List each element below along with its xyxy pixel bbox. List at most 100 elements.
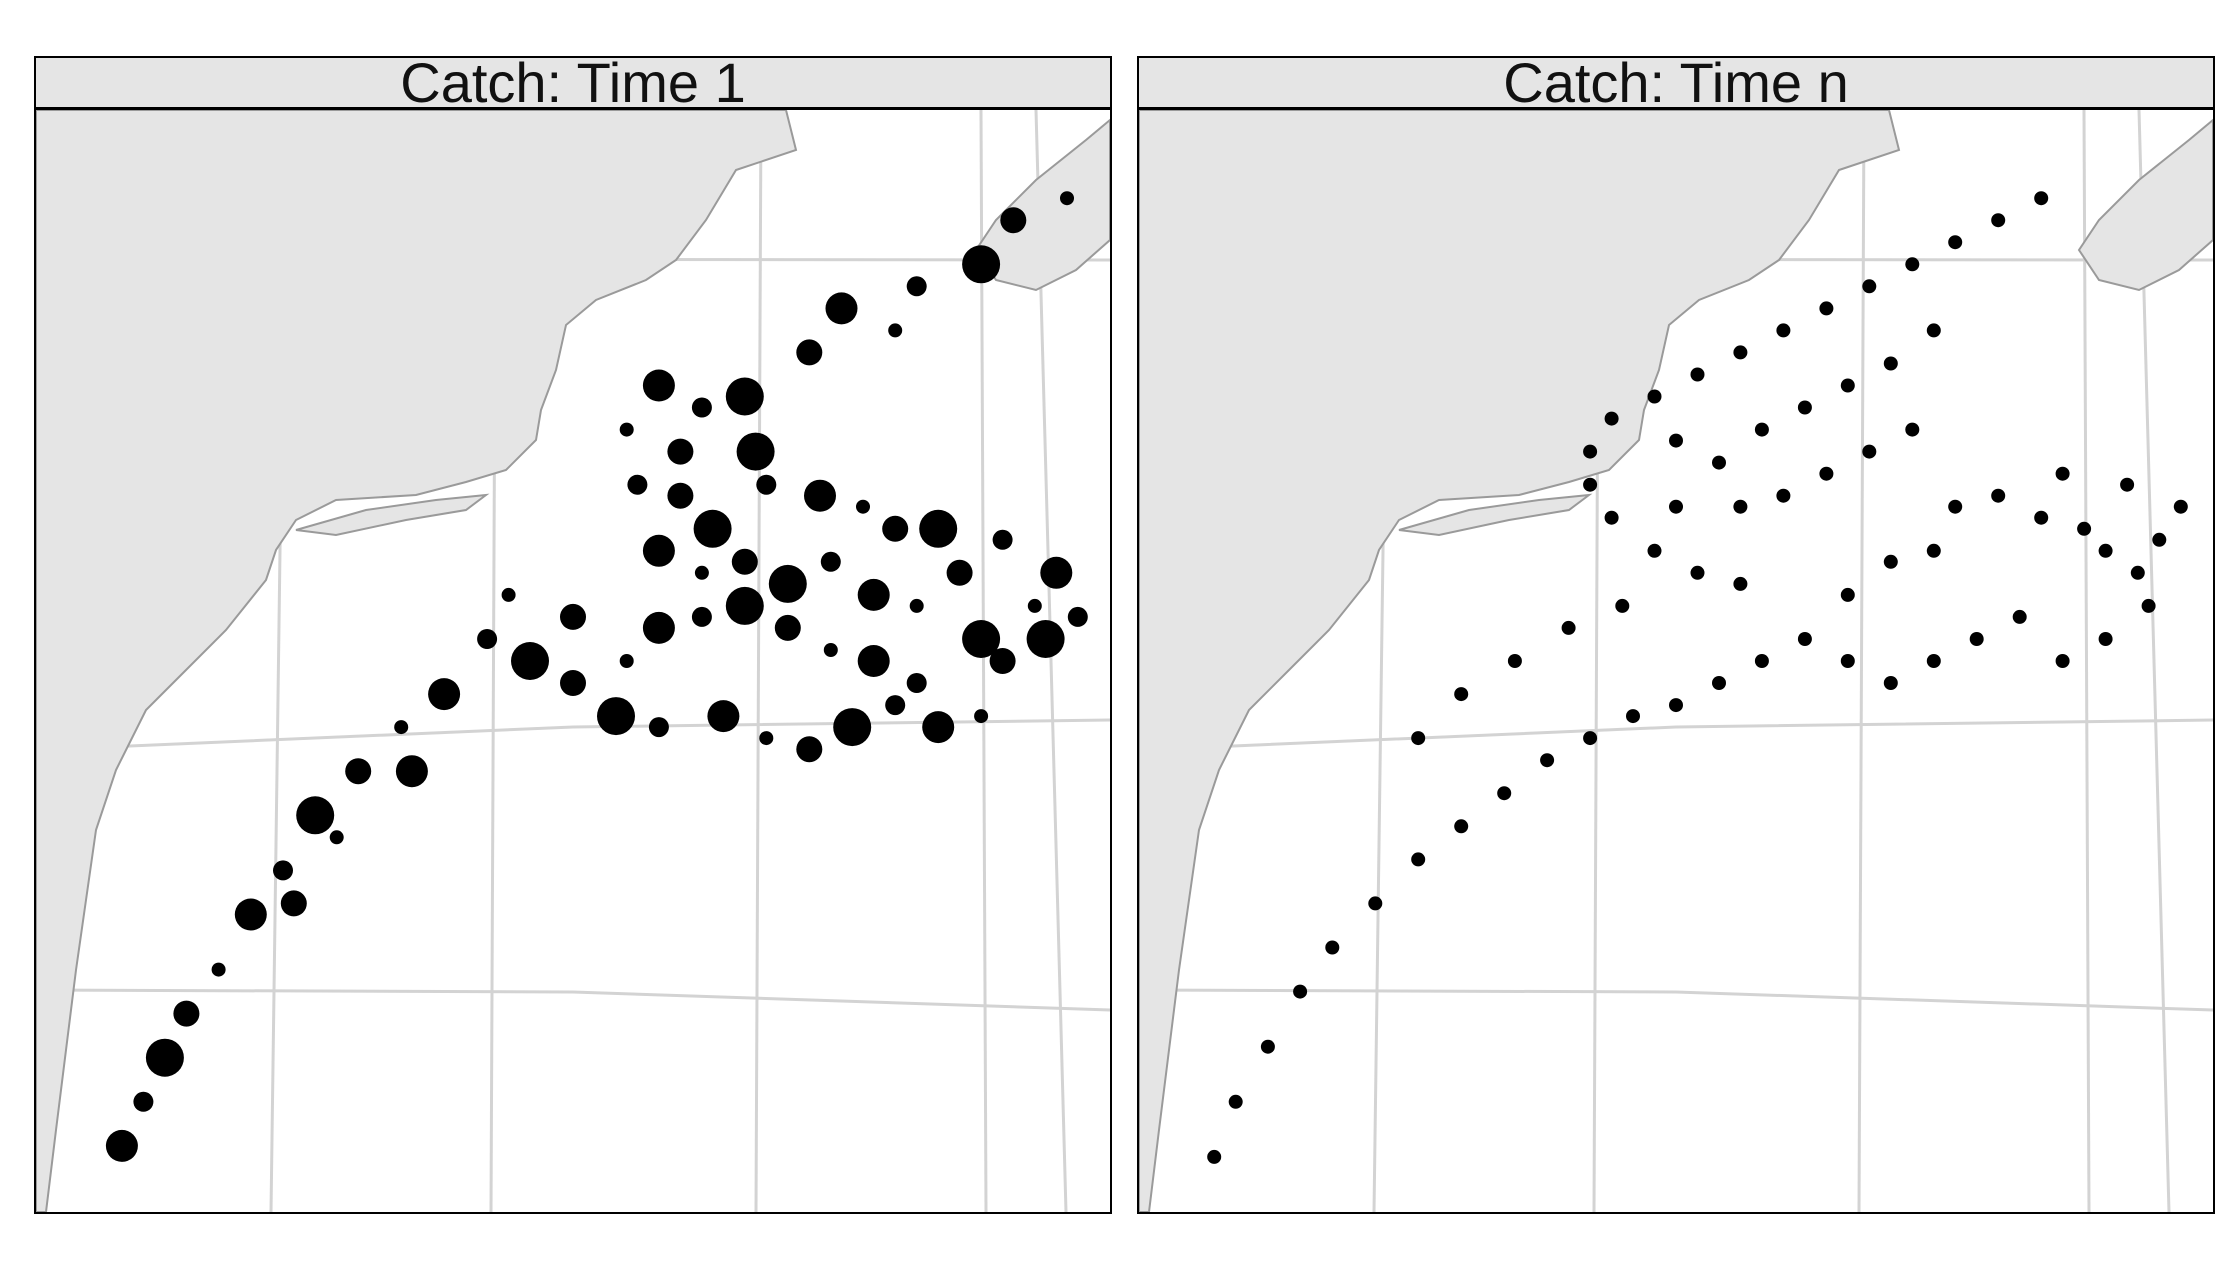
catch-point <box>1669 698 1683 713</box>
catch-point <box>1647 543 1662 558</box>
catch-point <box>1669 499 1683 514</box>
map-time-1 <box>36 110 1110 1212</box>
graticule-meridian <box>2082 110 2091 1212</box>
catch-point <box>667 482 694 509</box>
land-long-island <box>1398 493 1593 537</box>
catch-point <box>694 565 709 580</box>
catch-point <box>2034 510 2049 525</box>
catch-point <box>857 578 890 611</box>
catch-points <box>105 191 1088 1162</box>
catch-point <box>1690 367 1705 382</box>
catch-point <box>627 474 648 495</box>
catch-point <box>1260 1039 1275 1054</box>
catch-point <box>345 758 372 785</box>
catch-point <box>756 474 777 495</box>
catch-point <box>1840 587 1855 602</box>
catch-point <box>992 529 1013 550</box>
map-svg-time-1 <box>36 110 1110 1212</box>
graticule <box>36 110 1110 1212</box>
catch-point <box>1776 323 1791 338</box>
catch-point <box>796 736 823 763</box>
catch-point <box>560 603 586 630</box>
catch-point <box>804 479 836 512</box>
catch-point <box>2130 565 2145 580</box>
map-time-n <box>1139 110 2213 1212</box>
catch-point <box>1604 510 1619 525</box>
catch-point <box>1840 654 1855 668</box>
catch-point <box>823 643 838 657</box>
catch-point <box>1733 345 1748 360</box>
catch-point <box>1228 1094 1243 1109</box>
graticule-meridian <box>754 110 763 1212</box>
catch-point <box>2120 477 2135 492</box>
catch-point <box>1948 499 1963 514</box>
catch-point <box>1626 709 1640 724</box>
catch-point <box>273 860 293 881</box>
catch-point <box>1060 191 1074 206</box>
catch-point <box>774 614 801 641</box>
catch-point <box>1733 499 1748 514</box>
catch-point <box>642 369 675 402</box>
graticule-parallel <box>1139 718 2213 752</box>
catch-point <box>1819 301 1834 316</box>
catch-point <box>759 731 774 746</box>
catch-point <box>1948 235 1963 250</box>
graticule-meridian <box>1857 110 1866 1212</box>
catch-point <box>2055 466 2070 481</box>
catch-point <box>693 509 732 548</box>
catch-point <box>597 697 635 736</box>
catch-point <box>2034 191 2049 206</box>
catch-point <box>919 509 958 548</box>
catch-point <box>1026 620 1065 658</box>
catch-point <box>619 654 634 668</box>
catch-point <box>1325 940 1340 955</box>
panel-strip-time-1: Catch: Time 1 <box>36 58 1110 110</box>
catch-point <box>211 962 226 977</box>
graticule-meridian <box>1034 110 1068 1212</box>
catch-point <box>280 890 307 917</box>
catch-point <box>1040 556 1073 589</box>
catch-point <box>725 377 764 416</box>
panel-title-time-n: Catch: Time n <box>1503 56 1849 114</box>
catch-point <box>691 606 712 627</box>
catch-point <box>768 564 807 603</box>
catch-point <box>329 830 344 845</box>
catch-point <box>1969 632 1984 646</box>
catch-point <box>667 438 694 465</box>
graticule-parallel <box>36 988 1110 1012</box>
catch-point <box>1454 687 1469 702</box>
catch-point <box>1540 753 1555 768</box>
catch-point <box>1862 444 1877 459</box>
panel-title-time-1: Catch: Time 1 <box>400 56 746 114</box>
catch-time-1-panel: Catch: Time 1 <box>34 56 1112 1214</box>
catch-point <box>642 534 675 567</box>
catch-point <box>736 432 775 471</box>
catch-point <box>1926 323 1941 338</box>
catch-point <box>2173 499 2188 514</box>
catch-point <box>906 673 927 693</box>
catch-point <box>1497 786 1512 801</box>
catch-point <box>2077 521 2092 536</box>
catch-point <box>1776 488 1791 503</box>
catch-point <box>1819 466 1834 481</box>
land-mainland <box>1139 110 1901 1212</box>
catch-point <box>962 620 1001 658</box>
catch-point <box>105 1129 138 1162</box>
catch-point <box>2012 609 2027 624</box>
catch-point <box>1991 488 2006 503</box>
catch-point <box>1647 389 1662 404</box>
catch-point <box>974 709 989 724</box>
catch-points <box>1207 191 2188 1164</box>
catch-point <box>833 708 872 747</box>
catch-point <box>731 548 758 575</box>
catch-point <box>989 648 1016 674</box>
catch-point <box>1712 455 1726 470</box>
catch-point <box>1669 433 1683 448</box>
panel-strip-time-n: Catch: Time n <box>1139 58 2213 110</box>
catch-point <box>1583 477 1598 492</box>
catch-point <box>1604 411 1619 426</box>
catch-point <box>1754 422 1769 437</box>
catch-point <box>173 1000 200 1027</box>
catch-point <box>1454 819 1469 834</box>
catch-point <box>2055 654 2070 668</box>
